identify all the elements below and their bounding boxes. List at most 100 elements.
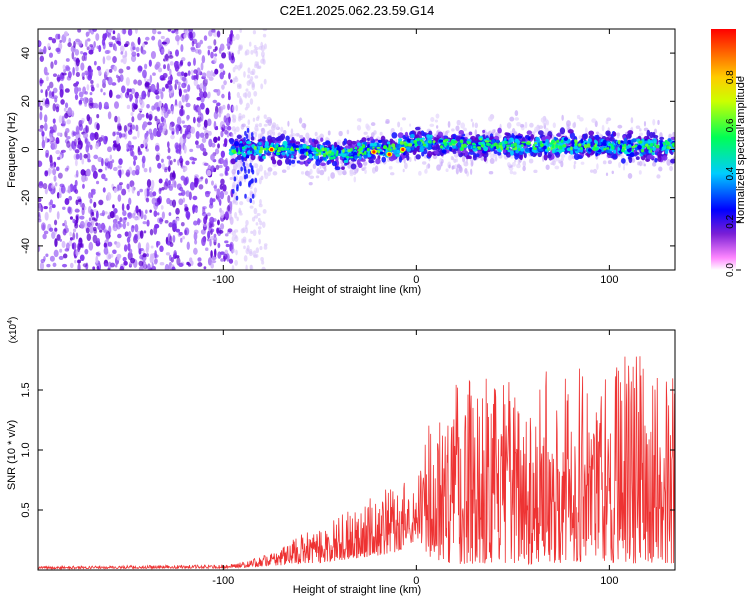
signal-body <box>428 130 433 136</box>
noise-speckle <box>253 207 258 215</box>
x-tick-label: 100 <box>600 575 618 587</box>
noise-speckle <box>112 56 117 64</box>
signal-bright <box>558 145 563 150</box>
signal-body <box>519 153 524 161</box>
noise-speckle <box>229 210 232 214</box>
noise-speckle <box>184 203 188 208</box>
signal-bright <box>476 146 481 149</box>
signal-body <box>230 158 236 165</box>
signal-halo <box>312 163 317 170</box>
signal-body <box>526 130 533 135</box>
noise-speckle <box>49 81 54 89</box>
signal-core <box>411 146 415 151</box>
signal-bright <box>414 144 419 147</box>
noise-speckle <box>98 45 102 53</box>
noise-speckle <box>186 241 190 250</box>
noise-speckle <box>171 219 176 228</box>
noise-speckle <box>98 101 103 110</box>
signal-halo <box>627 173 633 179</box>
signal-halo <box>327 130 331 136</box>
noise-speckle <box>75 38 81 43</box>
signal-halo <box>534 126 539 133</box>
noise-speckle <box>234 235 239 242</box>
signal-bright <box>417 137 420 142</box>
noise-speckle <box>175 207 180 215</box>
noise-speckle <box>227 228 233 233</box>
signal-halo <box>455 125 460 132</box>
noise-speckle <box>257 217 261 223</box>
signal-body <box>482 129 486 134</box>
signal-body <box>559 127 566 135</box>
noise-speckle <box>123 43 129 48</box>
noise-speckle <box>38 197 42 203</box>
noise-speckle <box>134 233 138 241</box>
noise-speckle <box>179 136 184 146</box>
noise-speckle <box>168 212 172 216</box>
signal-halo <box>453 158 457 163</box>
noise-speckle <box>221 84 225 90</box>
signal-halo <box>400 127 403 132</box>
signal-core <box>395 143 400 148</box>
noise-speckle <box>86 233 92 242</box>
noise-speckle <box>63 107 67 112</box>
signal-bright <box>422 143 427 147</box>
signal-halo <box>309 175 315 179</box>
noise-speckle <box>231 52 234 61</box>
colorbar-gradient <box>711 29 736 270</box>
signal-halo <box>299 134 304 139</box>
noise-speckle <box>197 257 202 262</box>
signal-halo <box>402 168 405 173</box>
noise-speckle <box>67 71 72 79</box>
signal-halo <box>617 124 623 129</box>
noise-speckle <box>258 164 263 172</box>
noise-speckle <box>49 159 54 167</box>
signal-halo <box>448 164 451 169</box>
signal-halo <box>365 123 369 129</box>
signal-body <box>245 173 249 179</box>
signal-body <box>584 133 588 140</box>
signal-body <box>284 158 290 165</box>
signal-body <box>437 131 444 137</box>
noise-speckle <box>167 165 171 172</box>
signal-body <box>659 136 665 141</box>
signal-bright <box>361 152 365 156</box>
signal-bright <box>532 146 537 151</box>
noise-speckle <box>148 190 153 197</box>
noise-speckle <box>207 118 212 127</box>
noise-speckle <box>38 128 44 132</box>
signal-bright <box>241 146 245 150</box>
signal-halo <box>356 124 362 131</box>
noise-speckle <box>160 91 164 100</box>
noise-speckle <box>48 52 54 58</box>
signal-body <box>452 150 457 154</box>
noise-speckle <box>55 150 61 155</box>
noise-speckle <box>54 97 58 103</box>
noise-speckle <box>186 261 190 266</box>
signal-bright <box>329 156 334 160</box>
noise-speckle <box>203 266 207 270</box>
noise-speckle <box>60 149 66 153</box>
signal-body <box>415 154 421 160</box>
noise-speckle <box>76 196 82 200</box>
signal-halo <box>327 176 330 182</box>
noise-speckle <box>88 217 92 222</box>
noise-speckle <box>237 49 241 55</box>
noise-speckle <box>133 79 138 85</box>
signal-bright <box>357 153 360 157</box>
noise-speckle <box>247 91 252 98</box>
signal-body <box>278 135 284 142</box>
noise-speckle <box>205 190 210 198</box>
noise-speckle <box>91 211 95 217</box>
signal-halo <box>425 164 429 170</box>
signal-bright <box>335 153 339 157</box>
signal-halo <box>402 117 407 121</box>
noise-speckle <box>210 165 215 173</box>
signal-core <box>617 147 621 151</box>
signal-body <box>653 134 659 139</box>
noise-speckle <box>59 39 63 43</box>
noise-speckle <box>239 97 243 105</box>
noise-speckle <box>219 190 225 200</box>
signal-halo <box>319 133 325 139</box>
signal-core <box>629 152 635 158</box>
noise-speckle <box>220 223 225 230</box>
